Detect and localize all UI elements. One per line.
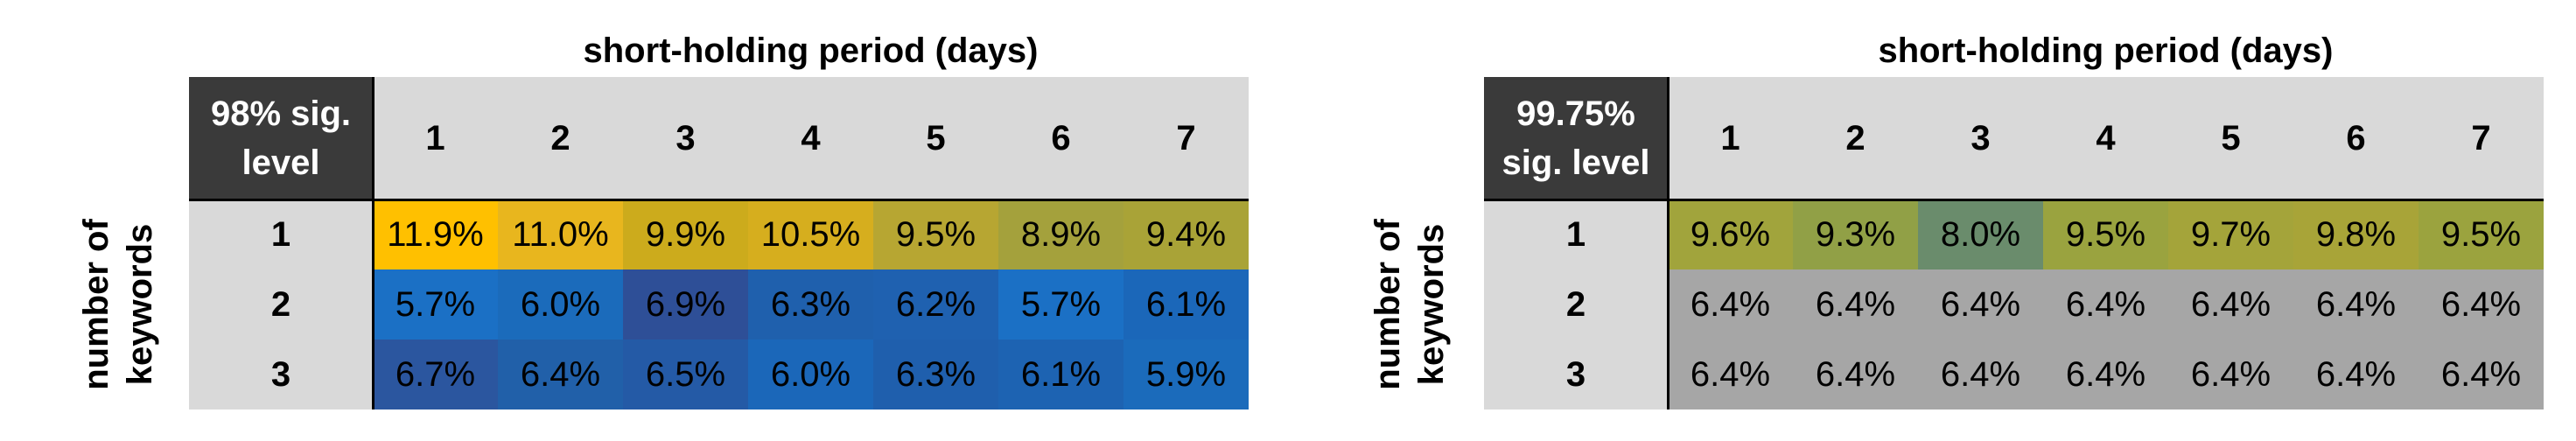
column-header-day-7: 7 (2418, 77, 2544, 200)
column-header-day-1: 1 (1668, 77, 1793, 200)
column-header-day-3: 3 (1918, 77, 2043, 200)
heatmap-cell: 6.4% (1668, 340, 1793, 410)
heatmap-cell: 10.5% (748, 200, 873, 270)
significance-level-label: 99.75% sig. level (1484, 77, 1668, 200)
heatmap-cell: 11.9% (373, 200, 498, 270)
heatmap-cell: 6.4% (1793, 340, 1918, 410)
heatmap-cell: 6.4% (1918, 340, 2043, 410)
heatmap-cell: 9.5% (2043, 200, 2168, 270)
heatmap-cell: 6.1% (998, 340, 1124, 410)
heatmap-cell: 6.3% (873, 340, 998, 410)
row-header-keywords-2: 2 (1484, 270, 1668, 340)
header-row-divider (189, 199, 1249, 201)
row-header-keywords-3: 3 (189, 340, 373, 410)
header-column-divider (372, 77, 374, 410)
heatmap-cell: 6.1% (1124, 270, 1249, 340)
heatmap-cell: 8.0% (1918, 200, 2043, 270)
row-header-keywords-1: 1 (1484, 200, 1668, 270)
heatmap-cell: 5.7% (998, 270, 1124, 340)
y-axis-title-line: keywords (121, 223, 159, 386)
column-header-day-2: 2 (1793, 77, 1918, 200)
significance-level-line: 99.75% (1516, 94, 1635, 133)
y-axis-title: number of keywords (1362, 191, 1458, 418)
heatmap-cell: 6.4% (2043, 340, 2168, 410)
heatmap-cell: 11.0% (498, 200, 623, 270)
column-header-day-3: 3 (623, 77, 748, 200)
column-header-day-6: 6 (998, 77, 1124, 200)
heatmap-cell: 9.7% (2168, 200, 2293, 270)
heatmap-cell: 6.4% (498, 340, 623, 410)
header-row-divider (1484, 199, 2544, 201)
y-axis-title: number of keywords (70, 191, 166, 418)
heatmap-cell: 9.4% (1124, 200, 1249, 270)
heatmap-cell: 6.4% (2293, 270, 2418, 340)
heatmap-cell: 6.4% (2168, 340, 2293, 410)
heatmap-cell: 6.4% (2293, 340, 2418, 410)
x-axis-title: short-holding period (days) (583, 32, 1039, 70)
row-header-keywords-3: 3 (1484, 340, 1668, 410)
heatmap-cell: 6.0% (748, 340, 873, 410)
y-axis-title-line: keywords (1412, 223, 1451, 386)
heatmap-cell: 6.4% (2043, 270, 2168, 340)
row-header-keywords-2: 2 (189, 270, 373, 340)
heatmap-cell: 6.4% (2418, 270, 2544, 340)
y-axis-title-text: number of keywords (1366, 191, 1453, 418)
x-axis-title: short-holding period (days) (1878, 32, 2334, 70)
y-axis-title-line: number of (1368, 219, 1407, 390)
heatmap-cell: 8.9% (998, 200, 1124, 270)
significance-level-line: 98% sig. (210, 94, 352, 133)
row-header-keywords-1: 1 (189, 200, 373, 270)
heatmap-cell: 6.3% (748, 270, 873, 340)
significance-level-line: level (242, 144, 320, 182)
column-header-day-4: 4 (2043, 77, 2168, 200)
heatmap-cell: 9.8% (2293, 200, 2418, 270)
heatmap-cell: 6.4% (1668, 270, 1793, 340)
y-axis-title-line: number of (77, 219, 116, 390)
heatmap-panel-99-75: short-holding period (days) number of keyw… (1286, 0, 2576, 441)
heatmap-cell: 6.2% (873, 270, 998, 340)
heatmap-cell: 9.3% (1793, 200, 1918, 270)
heatmap-cell: 9.5% (2418, 200, 2544, 270)
heatmap-cell: 6.0% (498, 270, 623, 340)
heatmap-cell: 6.9% (623, 270, 748, 340)
heatmap-cell: 6.5% (623, 340, 748, 410)
column-header-day-4: 4 (748, 77, 873, 200)
y-axis-title-text: number of keywords (74, 191, 162, 418)
header-column-divider (1667, 77, 1670, 410)
heatmap-cell: 9.6% (1668, 200, 1793, 270)
heatmap-cell: 6.4% (2168, 270, 2293, 340)
column-header-day-7: 7 (1124, 77, 1249, 200)
heatmap-panel-98: short-holding period (days) number of keyw… (0, 0, 1286, 441)
heatmap-cell: 9.5% (873, 200, 998, 270)
heatmap-cell: 6.4% (1918, 270, 2043, 340)
significance-level-line: sig. level (1502, 144, 1650, 182)
heatmap-cell: 9.9% (623, 200, 748, 270)
heatmap-cell: 5.7% (373, 270, 498, 340)
column-header-day-2: 2 (498, 77, 623, 200)
heatmap-cell: 6.4% (1793, 270, 1918, 340)
column-header-day-1: 1 (373, 77, 498, 200)
heatmap-cell: 6.7% (373, 340, 498, 410)
column-header-day-6: 6 (2293, 77, 2418, 200)
column-header-day-5: 5 (2168, 77, 2293, 200)
significance-level-label: 98% sig. level (189, 77, 373, 200)
heatmap-cell: 5.9% (1124, 340, 1249, 410)
column-header-day-5: 5 (873, 77, 998, 200)
heatmap-cell: 6.4% (2418, 340, 2544, 410)
